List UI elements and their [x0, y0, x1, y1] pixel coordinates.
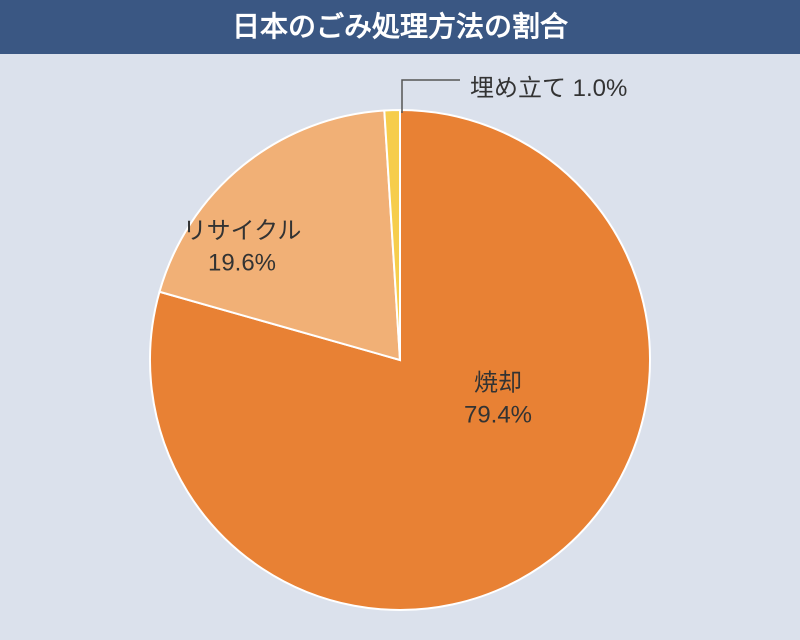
slice-label-value: 19.6%	[183, 248, 302, 280]
page-title: 日本のごみ処理方法の割合	[0, 0, 800, 54]
page: 日本のごみ処理方法の割合 焼却79.4% リサイクル19.6% 埋め立て 1.0%	[0, 0, 800, 640]
slice-label-text: 埋め立て 1.0%	[470, 75, 627, 102]
slice-label-recycle: リサイクル19.6%	[183, 216, 302, 281]
slice-label-name: 焼却	[464, 368, 532, 400]
slice-label-name: リサイクル	[183, 216, 302, 248]
slice-label-incineration: 焼却79.4%	[464, 368, 532, 433]
pie-chart: 焼却79.4% リサイクル19.6% 埋め立て 1.0%	[0, 54, 800, 640]
pie-svg	[0, 54, 800, 640]
slice-label-value: 79.4%	[464, 400, 532, 432]
callout-line-landfill	[402, 80, 460, 113]
slice-label-landfill: 埋め立て 1.0%	[470, 68, 627, 103]
